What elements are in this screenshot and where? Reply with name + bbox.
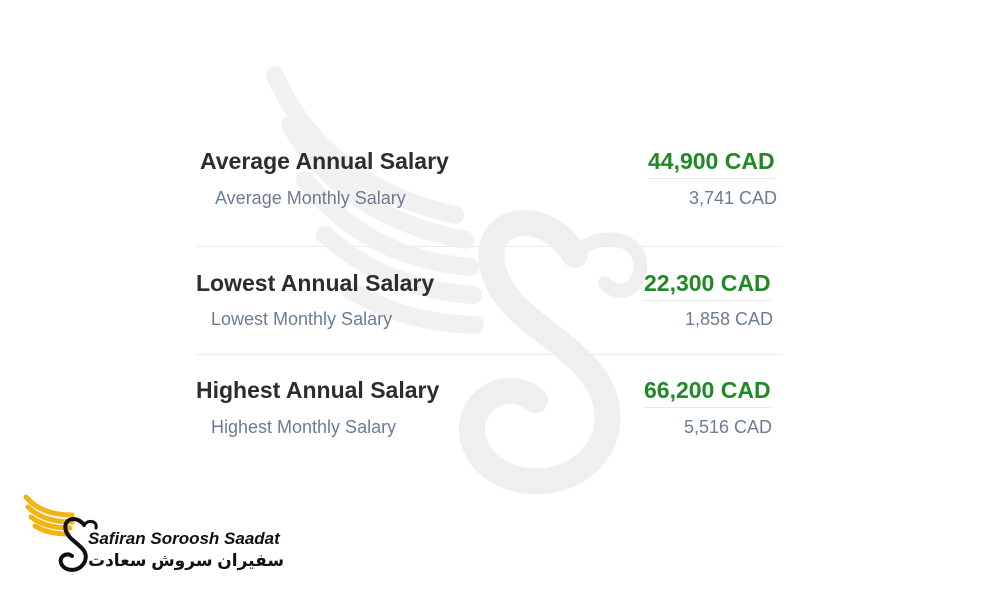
average-monthly-salary-value: 3,741 CAD <box>689 188 778 208</box>
average-monthly-salary-label: Average Monthly Salary <box>215 188 406 208</box>
logo-name-persian: سفیران سروش سعادت <box>88 551 285 570</box>
lowest-annual-salary-label: Lowest Annual Salary <box>196 270 435 296</box>
average-annual-salary-value: 44,900 CAD <box>648 148 775 179</box>
highest-annual-salary-value: 66,200 CAD <box>644 377 771 408</box>
row-divider <box>196 354 782 355</box>
lowest-monthly-salary-value: 1,858 CAD <box>685 309 774 329</box>
highest-annual-salary-label: Highest Annual Salary <box>196 377 440 403</box>
company-logo: Safiran Soroosh Saadat سفیران سروش سعادت <box>22 493 292 578</box>
lowest-annual-salary-value: 22,300 CAD <box>644 270 771 301</box>
average-annual-salary-label: Average Annual Salary <box>200 148 449 174</box>
highest-monthly-salary-label: Highest Monthly Salary <box>211 417 397 437</box>
logo-name-english: Safiran Soroosh Saadat <box>88 529 280 548</box>
swan-wing-icon <box>23 494 98 572</box>
lowest-monthly-salary-label: Lowest Monthly Salary <box>211 309 393 329</box>
highest-monthly-salary-value: 5,516 CAD <box>684 417 773 437</box>
row-divider <box>196 246 782 247</box>
